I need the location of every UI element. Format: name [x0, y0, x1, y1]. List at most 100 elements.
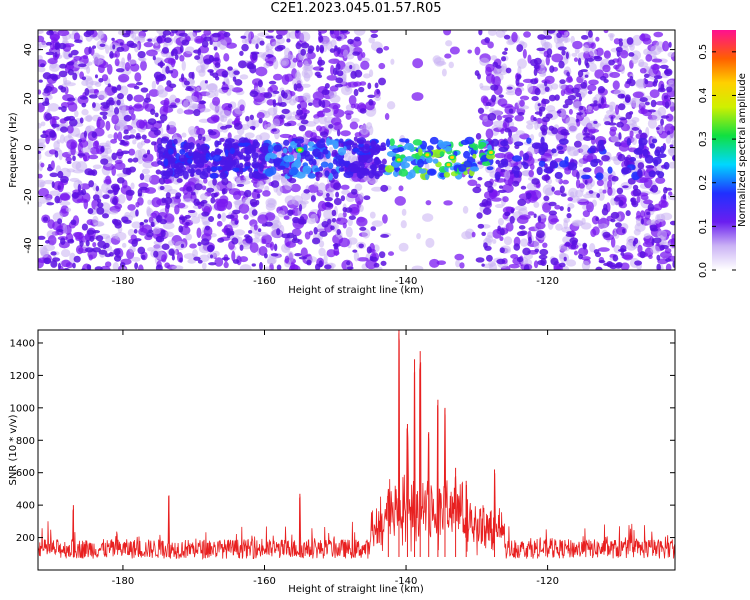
- heatmap-blob: [380, 234, 390, 238]
- heatmap-blob: [154, 112, 159, 118]
- heatmap-blob: [603, 30, 609, 34]
- heatmap-blob: [45, 41, 53, 46]
- heatmap-blob: [114, 203, 123, 210]
- heatmap-blob: [260, 145, 269, 154]
- heatmap-blob: [443, 200, 453, 206]
- heatmap-blob: [546, 54, 552, 58]
- heatmap-blob: [520, 185, 527, 190]
- heatmap-blob: [475, 257, 485, 263]
- heatmap-blob: [97, 30, 104, 40]
- heatmap-blob: [273, 144, 282, 152]
- heatmap-blob: [65, 156, 72, 162]
- heatmap-blob: [164, 196, 173, 205]
- heatmap-blob: [425, 237, 435, 248]
- heatmap-blob: [584, 74, 589, 78]
- heatmap-blob: [249, 242, 259, 253]
- heatmap-blob: [551, 148, 557, 154]
- heatmap-blob: [647, 203, 655, 212]
- heatmap-blob: [92, 102, 96, 108]
- heatmap-blob: [573, 250, 579, 256]
- heatmap-blob: [231, 237, 239, 245]
- heatmap-blob: [321, 100, 326, 109]
- heatmap-blob: [561, 49, 566, 56]
- heatmap-blob: [374, 95, 381, 101]
- heatmap-blob: [654, 149, 661, 157]
- heatmap-blob: [541, 129, 548, 136]
- heatmap-blob: [639, 97, 648, 103]
- heatmap-blob: [663, 95, 668, 100]
- heatmap-blob: [220, 125, 228, 130]
- heatmap-blob: [614, 141, 622, 147]
- heatmap-blob: [586, 57, 595, 62]
- heatmap-blob: [157, 89, 168, 98]
- heatmap-blob: [559, 79, 566, 85]
- heatmap-blob: [147, 247, 156, 252]
- heatmap-blob: [161, 184, 173, 193]
- heatmap-blob: [510, 253, 519, 259]
- heatmap-blob: [300, 247, 308, 258]
- heatmap-blob: [522, 48, 527, 59]
- heatmap-blob: [146, 149, 151, 155]
- heatmap-blob: [313, 227, 318, 235]
- heatmap-blob: [257, 228, 262, 233]
- heatmap-blob: [54, 51, 58, 58]
- heatmap-blob: [178, 216, 185, 220]
- heatmap-blob: [583, 44, 590, 54]
- heatmap-blob: [199, 100, 206, 105]
- heatmap-blob: [544, 86, 550, 92]
- colorbar-tick-label: 0.3: [698, 131, 709, 147]
- heatmap-blob: [494, 171, 501, 181]
- heatmap-blob: [111, 152, 118, 161]
- heatmap-blob: [589, 62, 597, 73]
- heatmap-blob: [72, 155, 76, 162]
- heatmap-blob: [165, 192, 171, 199]
- heatmap-blob: [209, 254, 214, 259]
- heatmap-blob: [487, 41, 494, 49]
- heatmap-blob: [363, 73, 371, 79]
- heatmap-blob: [221, 177, 229, 186]
- heatmap-blob: [547, 30, 556, 34]
- heatmap-blob: [336, 70, 344, 77]
- heatmap-blob: [481, 231, 486, 236]
- heatmap-blob: [324, 170, 330, 177]
- heatmap-blob: [58, 106, 62, 110]
- heatmap-blob: [667, 148, 675, 154]
- heatmap-blob: [137, 246, 146, 255]
- heatmap-blob: [324, 197, 333, 202]
- heatmap-blob: [544, 35, 553, 40]
- heatmap-blob: [577, 70, 584, 78]
- heatmap-blob: [146, 49, 158, 57]
- heatmap-blob: [67, 68, 74, 76]
- heatmap-blob: [184, 214, 191, 219]
- heatmap-blob: [252, 157, 257, 163]
- heatmap-blob: [380, 260, 387, 266]
- heatmap-blob: [597, 223, 608, 229]
- heatmap-blob: [668, 41, 672, 48]
- heatmap-blob: [43, 257, 52, 265]
- heatmap-blob: [432, 158, 439, 164]
- heatmap-blob: [560, 108, 567, 120]
- heatmap-blob: [384, 113, 390, 121]
- heatmap-blob: [418, 148, 423, 156]
- heatmap-blob: [485, 63, 495, 73]
- heatmap-blob: [593, 120, 598, 124]
- heatmap-blob: [116, 84, 122, 91]
- heatmap-blob: [67, 61, 75, 66]
- heatmap-blob: [38, 122, 42, 129]
- y-tick-label: 600: [16, 468, 35, 479]
- heatmap-blob: [38, 150, 42, 155]
- heatmap-blob: [159, 60, 164, 69]
- heatmap-blob: [301, 83, 311, 88]
- heatmap-blob: [199, 108, 211, 113]
- heatmap-frame: [37, 29, 676, 271]
- heatmap-blob: [73, 232, 82, 238]
- heatmap-blob: [205, 152, 210, 162]
- heatmap-blob: [607, 166, 613, 174]
- heatmap-blob: [484, 180, 493, 188]
- heatmap-blob: [89, 235, 95, 242]
- heatmap-blob: [203, 58, 212, 65]
- heatmap-blob: [170, 50, 174, 57]
- heatmap-blob: [179, 45, 184, 53]
- heatmap-blob: [487, 231, 494, 239]
- heatmap-blob: [651, 238, 655, 246]
